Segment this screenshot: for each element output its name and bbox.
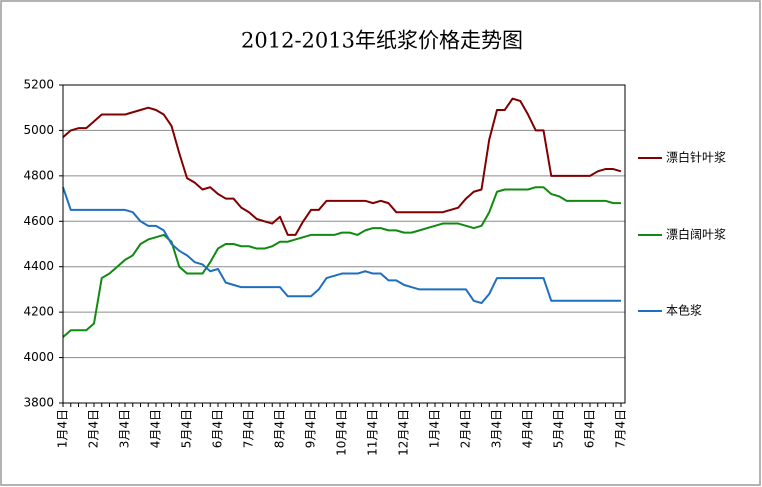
x-tick-label: 1月4日 xyxy=(56,409,70,448)
x-tick-label: 8月4日 xyxy=(273,409,287,448)
x-tick-label: 11月4日 xyxy=(366,409,380,456)
plot-border xyxy=(62,84,626,404)
series-line xyxy=(62,97,622,236)
x-tick-label: 9月4日 xyxy=(304,409,318,448)
x-tick-label: 6月4日 xyxy=(211,409,225,448)
legend-label: 漂白针叶浆 xyxy=(666,150,726,165)
series-line xyxy=(62,186,621,305)
x-tick-label: 6月4日 xyxy=(583,409,597,448)
x-tick-label: 1月4日 xyxy=(428,409,442,448)
y-tick-label: 4600 xyxy=(23,214,54,228)
legend-label: 本色浆 xyxy=(666,303,702,318)
legend-label: 漂白阔叶浆 xyxy=(666,227,726,242)
y-tick-label: 5000 xyxy=(23,123,54,137)
series-line xyxy=(62,186,621,338)
x-tick-label: 10月4日 xyxy=(335,409,349,456)
y-tick-label: 3800 xyxy=(23,396,54,410)
y-tick-label: 4000 xyxy=(23,350,54,364)
lines xyxy=(62,97,622,338)
x-tick-label: 4月4日 xyxy=(149,409,163,448)
x-tick-label: 12月4日 xyxy=(397,409,411,456)
y-tick-label: 4800 xyxy=(23,168,54,182)
x-tick-label: 2月4日 xyxy=(87,409,101,448)
y-tick-label: 4200 xyxy=(23,305,54,319)
y-tick-label: 5200 xyxy=(23,78,54,92)
y-tick-label: 4400 xyxy=(23,259,54,273)
x-tick-label: 5月4日 xyxy=(552,409,566,448)
x-tick-label: 3月4日 xyxy=(118,409,132,448)
x-tick-label: 7月4日 xyxy=(614,409,628,448)
x-tick-label: 7月4日 xyxy=(242,409,256,448)
x-tick-label: 2月4日 xyxy=(459,409,473,448)
x-tick-label: 4月4日 xyxy=(521,409,535,448)
x-tick-label: 5月4日 xyxy=(180,409,194,448)
x-tick-label: 3月4日 xyxy=(490,409,504,448)
plot-area xyxy=(63,85,625,403)
chart-title: 2012-2013年纸浆价格走势图 xyxy=(241,29,523,53)
